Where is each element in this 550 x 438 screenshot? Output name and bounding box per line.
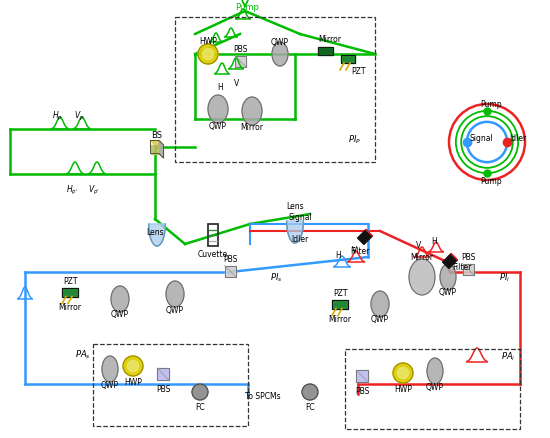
Text: HWP: HWP bbox=[394, 385, 412, 394]
Circle shape bbox=[198, 45, 218, 65]
Ellipse shape bbox=[102, 356, 118, 382]
Text: $H_p$: $H_p$ bbox=[52, 109, 63, 122]
Text: HWP: HWP bbox=[124, 378, 142, 387]
Ellipse shape bbox=[242, 98, 262, 126]
Ellipse shape bbox=[427, 358, 443, 384]
Bar bbox=[341, 56, 355, 64]
Text: PBS: PBS bbox=[355, 387, 369, 396]
Circle shape bbox=[302, 384, 318, 400]
Bar bbox=[345, 349, 520, 429]
Ellipse shape bbox=[440, 265, 456, 290]
Text: PZT: PZT bbox=[333, 289, 347, 298]
Text: Idler: Idler bbox=[509, 134, 526, 143]
Text: Filter: Filter bbox=[350, 247, 370, 256]
Text: BS: BS bbox=[151, 131, 162, 140]
Polygon shape bbox=[443, 254, 458, 269]
Polygon shape bbox=[159, 141, 163, 159]
Text: Cuvette: Cuvette bbox=[198, 250, 228, 259]
Ellipse shape bbox=[371, 291, 389, 317]
Text: PBS: PBS bbox=[223, 255, 237, 264]
Text: FC: FC bbox=[195, 403, 205, 412]
Circle shape bbox=[393, 363, 413, 383]
Circle shape bbox=[202, 49, 213, 60]
Text: V: V bbox=[353, 246, 358, 255]
Ellipse shape bbox=[166, 281, 184, 307]
Circle shape bbox=[123, 356, 143, 376]
Text: FC: FC bbox=[305, 403, 315, 412]
Bar bbox=[93, 344, 248, 426]
Text: Signal: Signal bbox=[470, 134, 493, 143]
Text: $V_{p'}$: $V_{p'}$ bbox=[88, 183, 100, 196]
Polygon shape bbox=[463, 264, 474, 275]
Text: Lens: Lens bbox=[286, 202, 304, 211]
Text: Pump: Pump bbox=[480, 100, 502, 109]
Text: $V_p$: $V_p$ bbox=[74, 109, 84, 122]
Text: Mirror: Mirror bbox=[410, 253, 433, 262]
Text: $H_{p'}$: $H_{p'}$ bbox=[66, 183, 78, 196]
Text: PZT: PZT bbox=[63, 277, 77, 286]
Bar bbox=[341, 56, 355, 64]
Polygon shape bbox=[224, 266, 235, 277]
Text: Pump: Pump bbox=[480, 176, 502, 185]
Ellipse shape bbox=[409, 259, 435, 295]
Circle shape bbox=[398, 367, 409, 378]
Text: $PI_i$: $PI_i$ bbox=[499, 271, 510, 283]
Text: Filter: Filter bbox=[452, 263, 472, 272]
Bar bbox=[332, 300, 348, 309]
Text: Mirror: Mirror bbox=[240, 123, 263, 132]
Bar bbox=[332, 300, 348, 309]
Bar bbox=[62, 288, 78, 297]
Bar bbox=[317, 48, 333, 56]
Text: QWP: QWP bbox=[426, 383, 444, 392]
Text: V: V bbox=[234, 78, 240, 87]
Text: Mirror: Mirror bbox=[328, 315, 351, 324]
Text: QWP: QWP bbox=[166, 306, 184, 315]
Polygon shape bbox=[358, 230, 372, 245]
Text: $PI_s$: $PI_s$ bbox=[270, 271, 282, 283]
Text: Mirror: Mirror bbox=[58, 303, 81, 312]
Circle shape bbox=[128, 360, 139, 372]
Text: $PI_P$: $PI_P$ bbox=[349, 134, 361, 146]
Text: To SPCMs: To SPCMs bbox=[245, 392, 280, 401]
Ellipse shape bbox=[111, 286, 129, 312]
Text: $PA_i$: $PA_i$ bbox=[501, 350, 515, 362]
Text: H: H bbox=[217, 82, 223, 91]
Circle shape bbox=[192, 384, 208, 400]
Polygon shape bbox=[287, 222, 304, 244]
Bar bbox=[208, 225, 218, 247]
Text: H: H bbox=[431, 237, 437, 246]
Text: PZT: PZT bbox=[351, 67, 365, 76]
Text: Idler: Idler bbox=[292, 235, 309, 244]
Bar bbox=[62, 288, 78, 297]
Text: Signal: Signal bbox=[288, 213, 312, 222]
Polygon shape bbox=[157, 368, 169, 380]
Polygon shape bbox=[234, 57, 245, 67]
Text: QWP: QWP bbox=[439, 288, 457, 297]
Text: QWP: QWP bbox=[111, 310, 129, 319]
Ellipse shape bbox=[208, 96, 228, 124]
Text: QWP: QWP bbox=[209, 122, 227, 131]
Polygon shape bbox=[356, 370, 368, 382]
Text: QWP: QWP bbox=[101, 381, 119, 390]
Text: Mirror: Mirror bbox=[318, 35, 342, 44]
Text: Lens: Lens bbox=[146, 228, 164, 237]
Text: QWP: QWP bbox=[371, 315, 389, 324]
Polygon shape bbox=[151, 141, 163, 146]
Text: PBS: PBS bbox=[233, 44, 247, 53]
Text: HWP: HWP bbox=[199, 37, 217, 46]
Text: $PA_s$: $PA_s$ bbox=[75, 348, 91, 360]
Text: PBS: PBS bbox=[156, 385, 170, 394]
Text: V: V bbox=[416, 241, 422, 250]
Text: H: H bbox=[335, 251, 341, 260]
Text: Pump: Pump bbox=[235, 3, 259, 11]
Ellipse shape bbox=[272, 43, 288, 67]
Text: QWP: QWP bbox=[271, 37, 289, 46]
Text: PBS: PBS bbox=[461, 253, 475, 262]
Bar bbox=[175, 18, 375, 162]
Polygon shape bbox=[151, 146, 159, 154]
Bar bbox=[317, 48, 333, 56]
Polygon shape bbox=[148, 225, 166, 247]
